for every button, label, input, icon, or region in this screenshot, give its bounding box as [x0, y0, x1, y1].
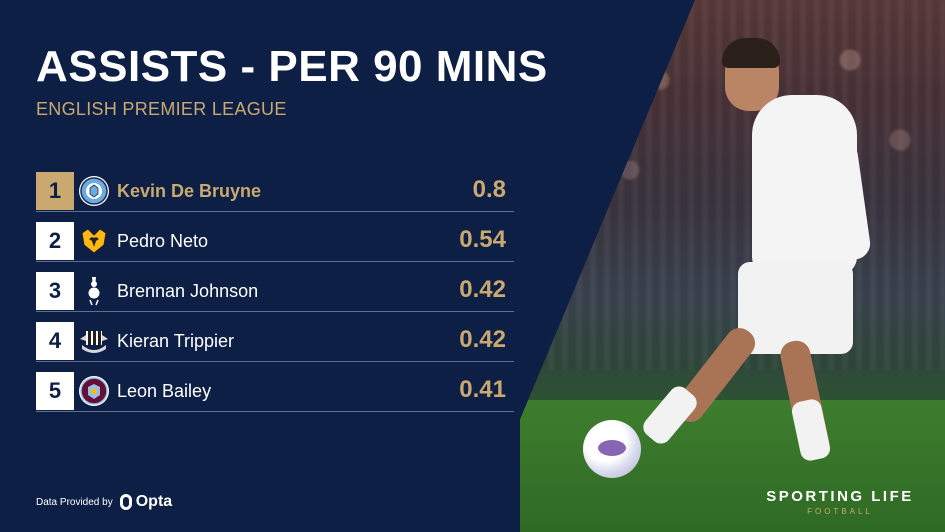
page-title: ASSISTS - PER 90 MINS: [36, 42, 548, 91]
player-shorts: [738, 262, 853, 354]
data-provider-name: Opta: [135, 493, 173, 510]
player-name: Pedro Neto: [117, 231, 209, 251]
rank-badge: 3: [36, 272, 74, 310]
leaderboard-row: 3 Brennan Johnson 0.42: [36, 271, 514, 312]
player-hair: [722, 38, 780, 68]
leaderboard-row: 4 Kieran Trippier 0.42: [36, 321, 514, 362]
leaderboard-row: 2 Pedro Neto 0.54: [36, 221, 514, 262]
assists-value: 0.54: [459, 226, 506, 253]
page-subtitle: ENGLISH PREMIER LEAGUE: [36, 99, 287, 119]
assists-value: 0.8: [472, 176, 506, 203]
leaderboard: 1 Kevin De Bruyne 0.8 2 Pedro Neto 0.54 …: [36, 171, 514, 421]
manchester-city-crest-icon: [79, 176, 109, 206]
player-name: Kevin De Bruyne: [117, 181, 262, 201]
assists-value: 0.41: [459, 376, 506, 403]
assists-value: 0.42: [459, 276, 506, 303]
rank-badge: 2: [36, 222, 74, 260]
newcastle-crest-icon: [80, 331, 108, 353]
player-name: Leon Bailey: [117, 381, 212, 401]
data-credit: Data Provided by Opta: [36, 493, 172, 511]
player-name: Brennan Johnson: [117, 281, 259, 301]
leaderboard-row: 1 Kevin De Bruyne 0.8: [36, 171, 514, 212]
data-credit-label: Data Provided by: [36, 496, 113, 508]
brand-name: SPORTING LIFE: [766, 488, 914, 505]
rank-badge: 4: [36, 322, 74, 360]
aston-villa-crest-icon: [79, 376, 109, 406]
leaderboard-row: 5 Leon Bailey 0.41: [36, 371, 514, 412]
rank-badge: 5: [36, 372, 74, 410]
sporting-life-logo: SPORTING LIFE FOOTBALL: [760, 488, 920, 516]
brand-subname: FOOTBALL: [807, 507, 873, 516]
tottenham-crest-icon: [88, 277, 100, 306]
assists-value: 0.42: [459, 326, 506, 353]
football-pattern: [598, 440, 626, 456]
wolves-crest-icon: [81, 228, 107, 254]
rank-badge: 1: [36, 172, 74, 210]
opta-logo-icon: [119, 494, 132, 510]
player-name: Kieran Trippier: [117, 331, 235, 351]
